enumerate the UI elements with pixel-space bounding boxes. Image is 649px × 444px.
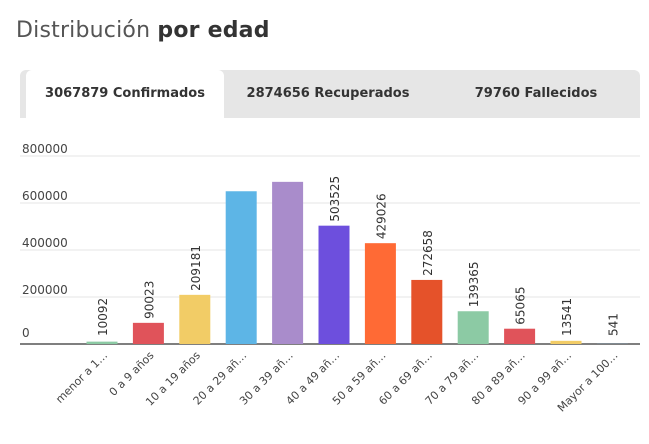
y-tick-label: 800000 <box>22 142 68 156</box>
y-tick-label: 0 <box>22 326 30 340</box>
data-label: 429026 <box>374 193 388 239</box>
data-label: 10092 <box>96 298 110 336</box>
data-label: 541 <box>606 313 620 336</box>
data-label: 503525 <box>328 176 342 222</box>
x-tick-label: menor a 1… <box>53 349 110 406</box>
bar[interactable] <box>550 340 582 344</box>
data-label: 209181 <box>189 245 203 291</box>
age-distribution-chart: 0 200000 400000 600000 800000 10092 menor a 1…… <box>20 142 640 415</box>
y-tick-label: 600000 <box>22 189 68 203</box>
bar[interactable] <box>86 341 118 344</box>
data-label: 65065 <box>514 287 528 325</box>
bar[interactable] <box>411 279 443 344</box>
page-title-bold: por edad <box>157 18 270 43</box>
y-tick-label: 400000 <box>22 236 68 250</box>
bar[interactable] <box>457 311 489 344</box>
data-label: 272658 <box>421 230 435 276</box>
x-tick-label: 0 a 9 años <box>107 349 157 399</box>
tab-fallecidos[interactable]: 79760 Fallecidos <box>474 86 598 101</box>
page-title: Distribución por edad <box>16 18 270 43</box>
data-label: 13541 <box>560 298 574 336</box>
bar[interactable] <box>364 243 396 344</box>
page-title-light: Distribución <box>16 18 151 43</box>
data-label: 139365 <box>467 261 481 307</box>
bar[interactable] <box>272 181 304 344</box>
bar[interactable] <box>504 328 536 344</box>
bar[interactable] <box>225 191 257 344</box>
tab-recuperados[interactable]: 2874656 Recuperados <box>246 86 410 101</box>
bar[interactable] <box>318 225 350 344</box>
bar[interactable] <box>179 294 211 344</box>
data-label: 90023 <box>142 281 156 319</box>
y-tick-label: 200000 <box>22 283 68 297</box>
tab-confirmados[interactable]: 3067879 Confirmados <box>26 70 224 118</box>
bar[interactable] <box>132 322 164 344</box>
tab-bar: 3067879 Confirmados 2874656 Recuperados … <box>20 70 640 118</box>
